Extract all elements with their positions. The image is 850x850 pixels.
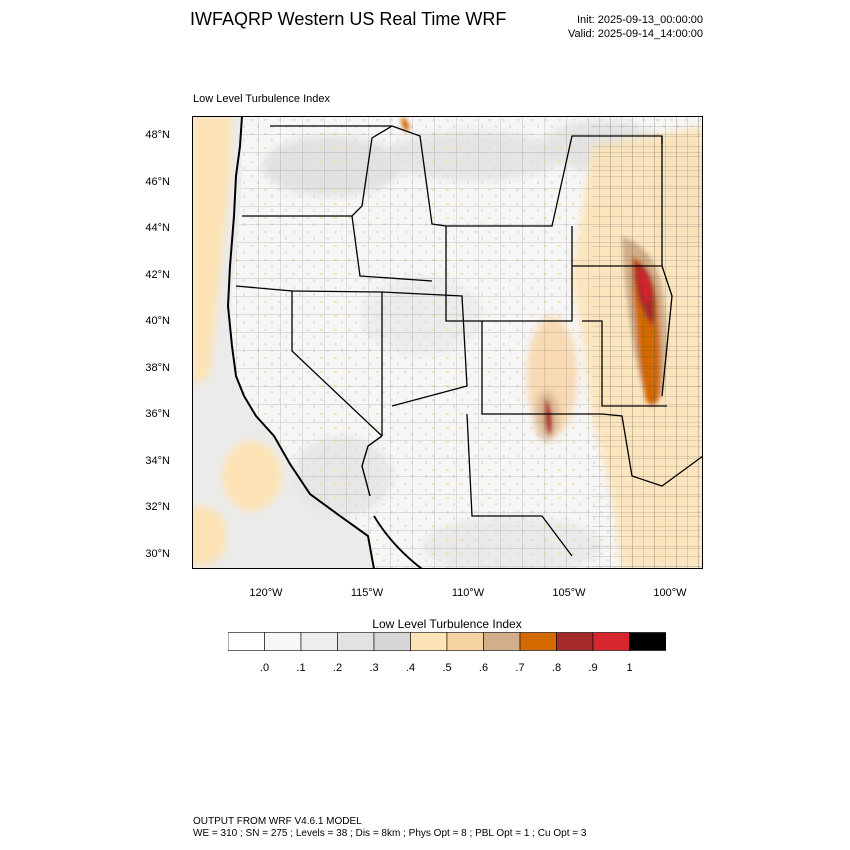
colorbar-label: 1 [626, 662, 633, 674]
pacific-coastline [226, 116, 375, 569]
colorbar-swatch [410, 632, 448, 651]
colorbar-swatch [227, 632, 265, 651]
lon-tick-115: 115°W [350, 587, 384, 599]
colorbar-title: Low Level Turbulence Index [372, 617, 522, 631]
lat-tick-32: 32°N [145, 501, 170, 513]
colorbar-swatch [373, 632, 411, 651]
colorbar-swatch [629, 632, 667, 651]
panel-title: Low Level Turbulence Index [193, 93, 330, 105]
colorbar-label: .0 [259, 662, 270, 674]
lon-tick-120: 120°W [249, 587, 283, 599]
lat-tick-34: 34°N [145, 455, 170, 467]
lat-tick-36: 36°N [145, 408, 170, 420]
init-valid-block: Init: 2025-09-13_00:00:00 Valid: 2025-09… [568, 13, 703, 41]
footer-line-2: WE = 310 ; SN = 275 ; Levels = 38 ; Dis … [193, 828, 587, 839]
colorbar-swatch [556, 632, 594, 651]
map-panel [187, 116, 703, 569]
valid-time: Valid: 2025-09-14_14:00:00 [568, 28, 703, 40]
colorbar-swatch [446, 632, 484, 651]
lat-tick-42: 42°N [145, 269, 170, 281]
colorbar-label: .9 [588, 662, 598, 674]
colorbar-label: .3 [369, 662, 379, 674]
colorbar-label: .7 [515, 662, 525, 674]
colorbar-label: .8 [551, 662, 562, 674]
colorbar-swatch [264, 632, 302, 651]
lon-tick-100: 100°W [653, 587, 687, 599]
colorbar-label: .1 [296, 662, 306, 674]
colorbar-swatch [337, 632, 375, 651]
lon-tick-110: 110°W [451, 587, 485, 599]
colorbar-swatches [227, 632, 667, 651]
turbulence-map [187, 116, 703, 569]
lat-tick-44: 44°N [145, 222, 170, 234]
lat-tick-40: 40°N [145, 315, 170, 327]
lat-tick-38: 38°N [145, 362, 170, 374]
colorbar-label: .5 [442, 662, 452, 674]
colorbar-swatch [592, 632, 630, 651]
model-footer: OUTPUT FROM WRF V4.6.1 MODEL WE = 310 ; … [193, 816, 586, 840]
lat-tick-46: 46°N [145, 176, 170, 188]
colorbar [227, 632, 667, 651]
colorbar-label: .2 [332, 662, 343, 674]
colorbar-swatch [300, 632, 338, 651]
colorbar-swatch [519, 632, 557, 651]
map-frame [192, 116, 703, 569]
state-borders [235, 125, 703, 557]
init-time: Init: 2025-09-13_00:00:00 [577, 14, 703, 26]
lon-tick-105: 105°W [552, 587, 586, 599]
colorbar-swatch [483, 632, 521, 651]
footer-line-1: OUTPUT FROM WRF V4.6.1 MODEL [193, 816, 362, 827]
lat-tick-30: 30°N [145, 548, 170, 560]
main-title: IWFAQRP Western US Real Time WRF [190, 9, 507, 29]
colorbar-label: .4 [405, 662, 416, 674]
colorbar-label: .6 [478, 662, 489, 674]
lat-tick-48: 48°N [145, 129, 170, 141]
